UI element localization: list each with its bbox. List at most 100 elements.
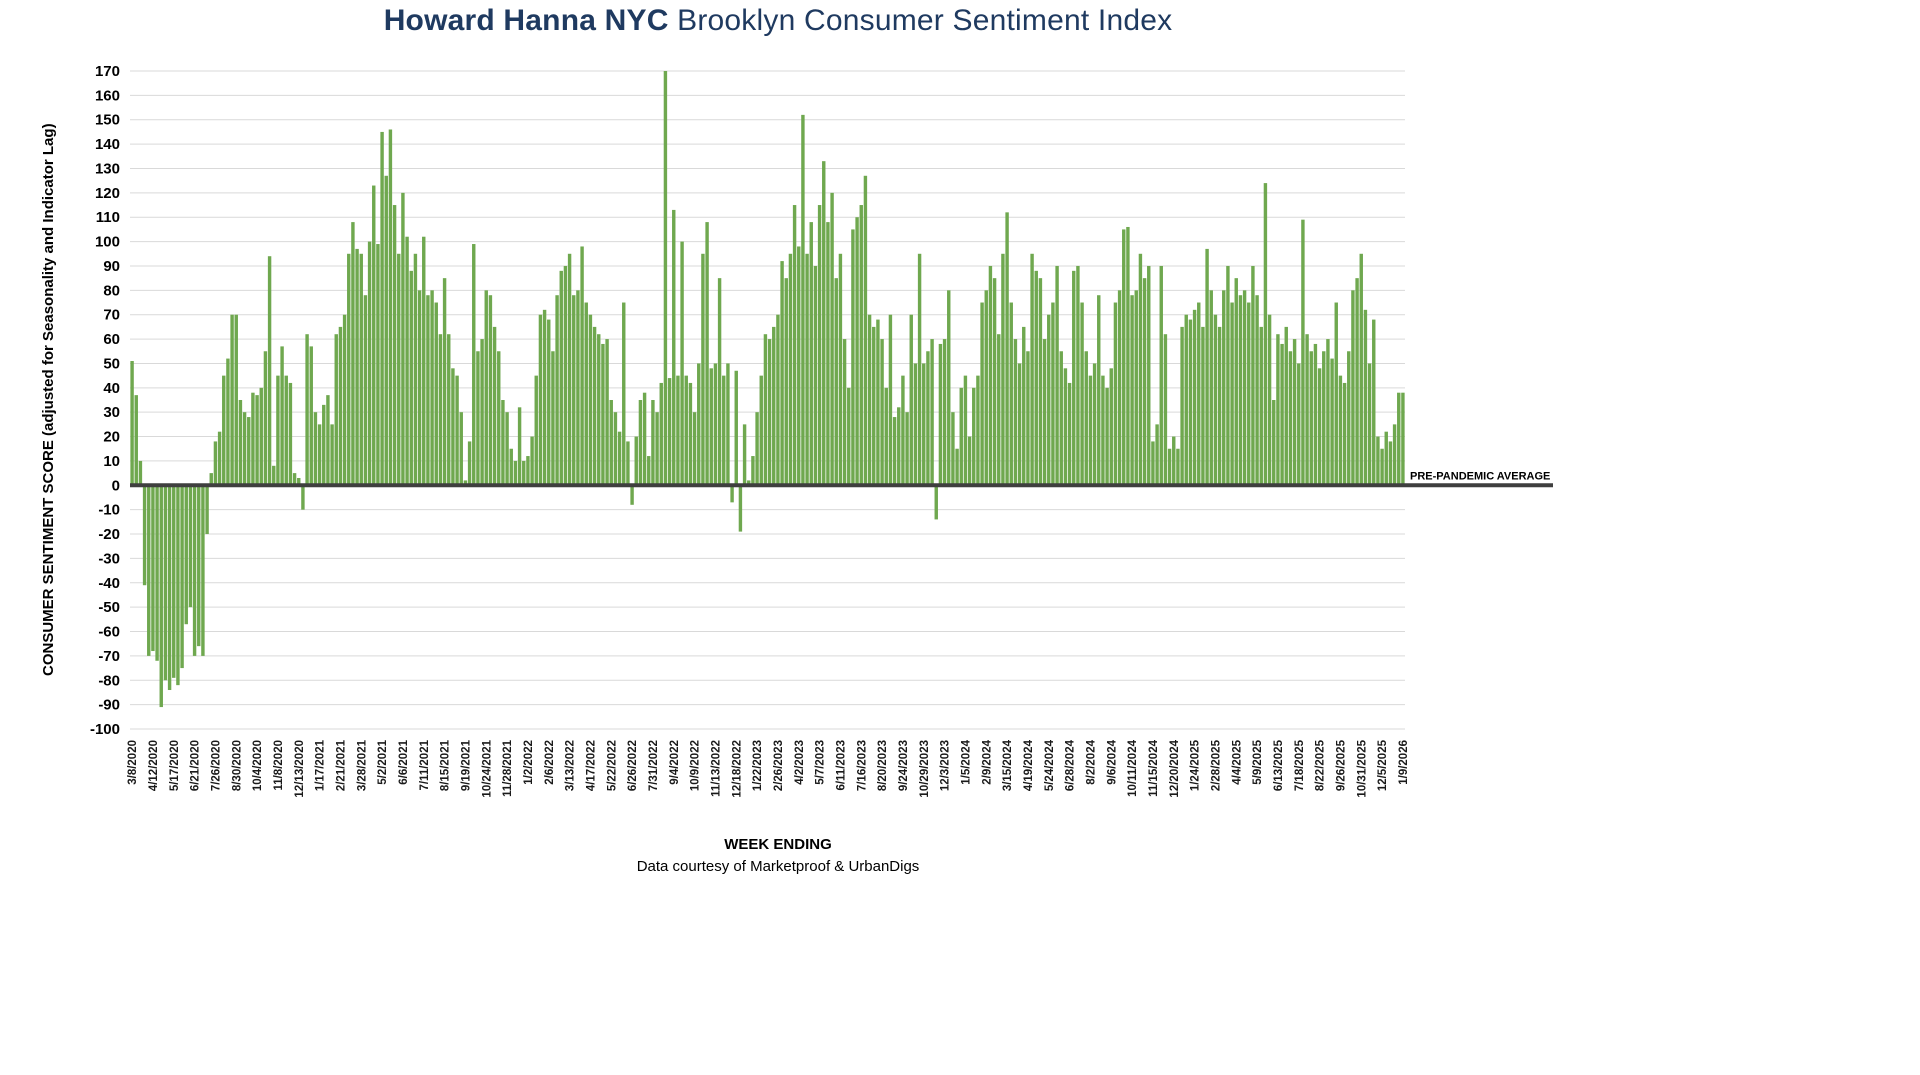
- bar: [926, 351, 930, 486]
- bar: [822, 161, 826, 486]
- bar: [476, 351, 480, 486]
- bar: [1005, 212, 1009, 486]
- bar: [601, 343, 605, 486]
- bar: [1317, 368, 1322, 486]
- bar: [355, 248, 359, 486]
- bar: [372, 185, 376, 486]
- bar: [722, 375, 726, 486]
- bar: [188, 485, 193, 608]
- x-tick-label: 2/6/2022: [544, 740, 556, 785]
- x-tick-label: 7/31/2022: [648, 740, 660, 791]
- x-tick-label: 4/19/2024: [1023, 739, 1035, 791]
- x-tick-label: 1/5/2024: [960, 739, 972, 784]
- bar: [522, 460, 526, 486]
- bar: [1338, 375, 1343, 486]
- bar: [1309, 351, 1313, 486]
- bar: [251, 392, 255, 486]
- bar: [197, 485, 201, 647]
- y-tick-label: -70: [98, 648, 120, 665]
- bar: [701, 253, 705, 486]
- bar: [1351, 290, 1355, 486]
- y-tick-label: 0: [112, 477, 120, 494]
- bar: [1155, 424, 1159, 486]
- bar: [1109, 368, 1113, 486]
- bar: [1226, 265, 1230, 486]
- bar: [259, 387, 263, 486]
- bar: [472, 244, 476, 486]
- x-tick-label: 6/13/2025: [1273, 739, 1285, 791]
- bar: [1376, 436, 1380, 486]
- bar: [409, 270, 413, 486]
- bar: [184, 485, 188, 625]
- bar: [213, 441, 218, 486]
- bar: [638, 400, 643, 486]
- bar: [767, 339, 772, 486]
- x-tick-label: 1/9/2026: [1398, 740, 1410, 785]
- bar: [276, 375, 280, 486]
- bar: [1076, 265, 1080, 486]
- bar: [297, 477, 301, 486]
- bar: [1201, 326, 1205, 486]
- bar: [622, 302, 626, 486]
- x-tick-label: 3/15/2024: [1002, 739, 1014, 791]
- bar: [688, 382, 693, 486]
- x-tick-label: 10/9/2022: [690, 740, 702, 791]
- bar: [1347, 351, 1351, 486]
- bar: [697, 363, 701, 486]
- x-tick-label: 2/28/2025: [1210, 739, 1222, 791]
- x-tick-label: 5/7/2023: [815, 740, 827, 785]
- y-tick-label: 100: [95, 234, 120, 251]
- bar: [422, 236, 426, 486]
- bar: [1267, 314, 1272, 486]
- chart-title: Howard Hanna NYC Brooklyn Consumer Senti…: [0, 4, 1556, 38]
- x-tick-label: 12/3/2023: [940, 740, 952, 791]
- y-tick-label: 120: [95, 185, 120, 202]
- bar: [892, 417, 897, 486]
- bar: [1197, 302, 1201, 486]
- bar: [922, 363, 926, 486]
- bar: [1080, 302, 1084, 486]
- bar: [663, 71, 668, 486]
- x-tick-label: 9/4/2022: [669, 740, 681, 785]
- bar: [584, 302, 588, 486]
- x-tick-label: 2/9/2024: [981, 739, 993, 784]
- bar: [659, 382, 663, 486]
- x-tick-label: 11/8/2020: [273, 740, 285, 791]
- bar: [513, 460, 518, 486]
- bar: [1084, 351, 1088, 486]
- x-tick-label: 12/13/2020: [294, 740, 306, 798]
- bar: [288, 382, 293, 486]
- bar: [947, 290, 951, 486]
- bar: [517, 407, 522, 486]
- bar: [580, 246, 584, 486]
- bar: [147, 485, 151, 656]
- bar: [755, 412, 759, 486]
- x-tick-label: 7/18/2025: [1294, 739, 1306, 791]
- bar: [1097, 295, 1101, 486]
- bar: [1330, 358, 1334, 486]
- bar: [397, 253, 401, 486]
- x-tick-label: 11/13/2022: [710, 740, 722, 797]
- bar: [1217, 326, 1222, 486]
- bar: [242, 412, 247, 486]
- bar: [576, 290, 580, 486]
- bar: [301, 485, 305, 510]
- bar: [1026, 351, 1030, 486]
- bar: [1134, 290, 1138, 486]
- bar: [380, 131, 384, 486]
- bar: [855, 217, 859, 486]
- bar: [1167, 448, 1172, 486]
- bar: [742, 424, 747, 486]
- y-tick-label: 30: [103, 404, 120, 421]
- bar: [572, 295, 576, 486]
- bar: [347, 253, 351, 486]
- x-tick-label: 5/22/2022: [606, 740, 618, 791]
- bar: [813, 265, 818, 486]
- bar: [797, 246, 801, 486]
- x-tick-label: 10/11/2024: [1127, 739, 1139, 797]
- bar: [463, 480, 468, 486]
- bar: [651, 400, 655, 486]
- bar: [180, 485, 184, 669]
- bar: [913, 363, 918, 486]
- bar: [705, 222, 709, 486]
